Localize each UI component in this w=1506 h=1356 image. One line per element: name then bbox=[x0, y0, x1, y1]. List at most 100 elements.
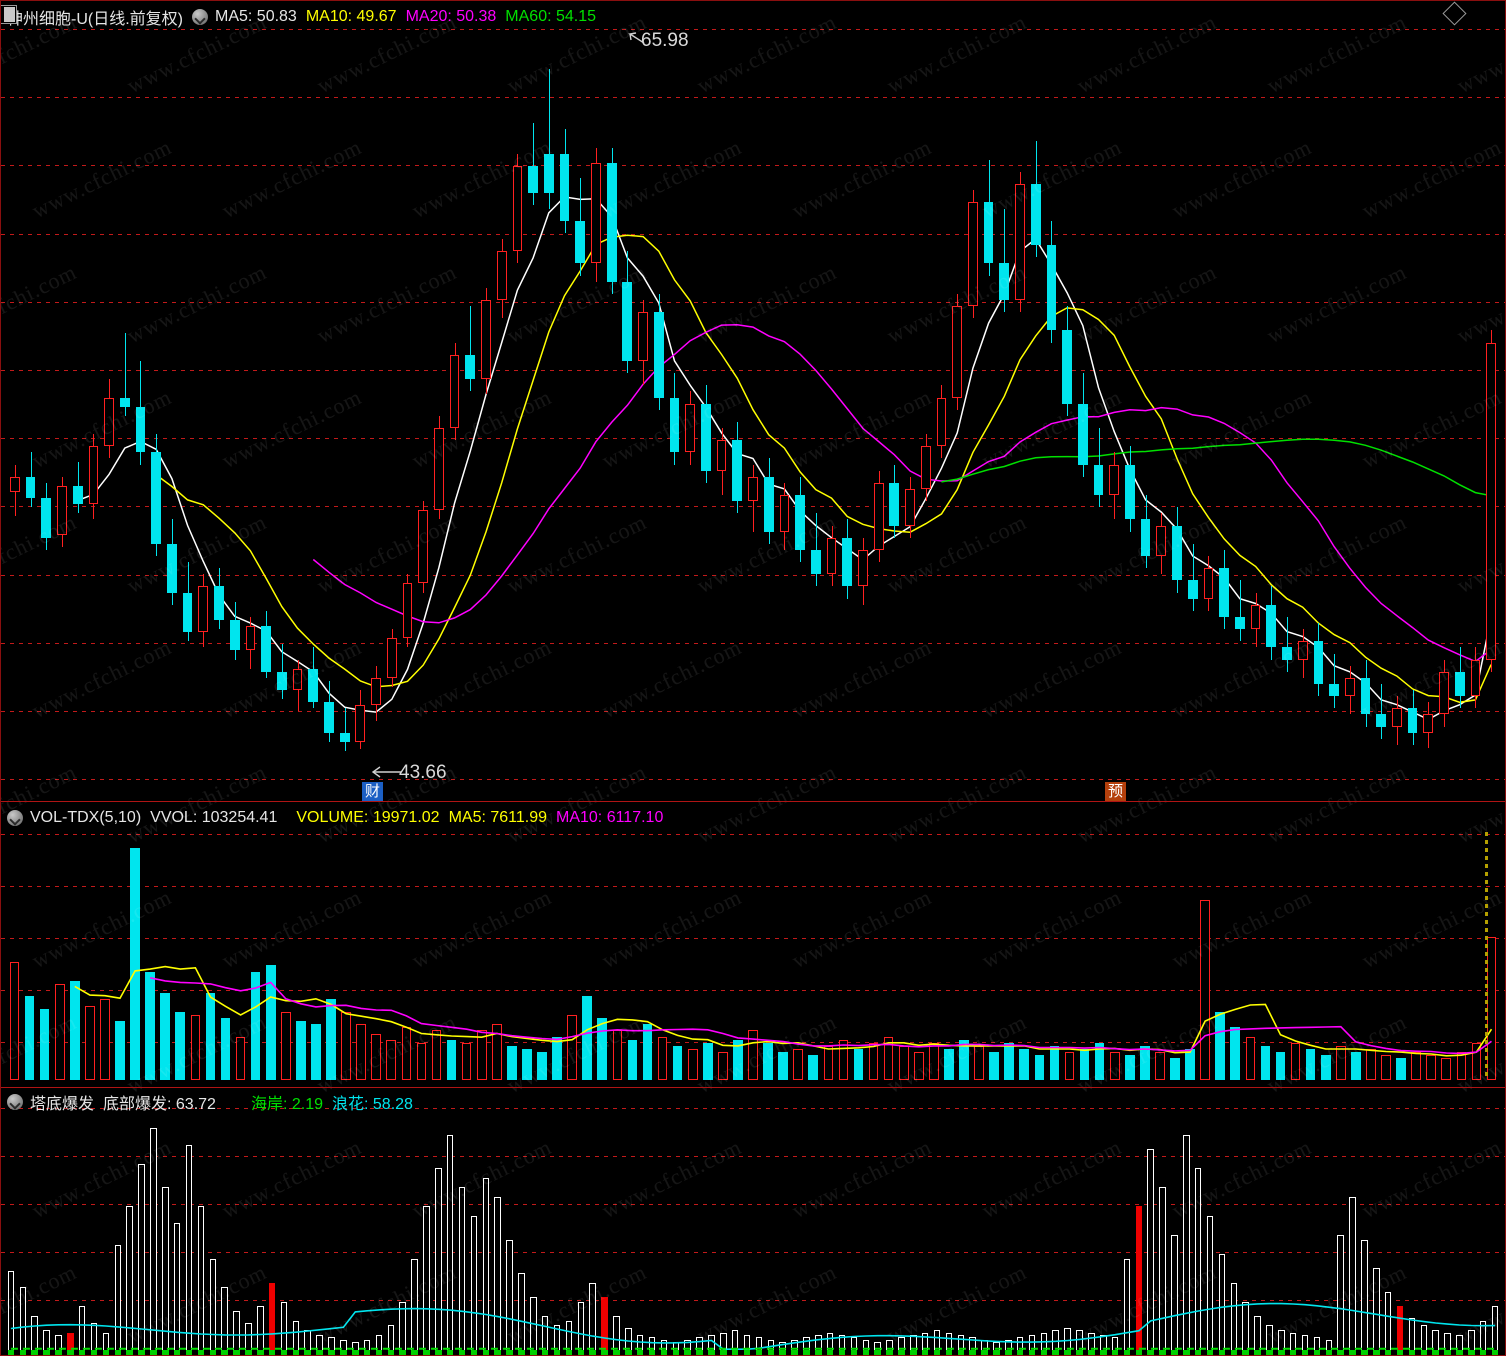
coast-dash bbox=[268, 1350, 276, 1355]
chevron-circle-icon[interactable] bbox=[7, 1094, 23, 1110]
coast-dash bbox=[1337, 1350, 1344, 1355]
coast-dash bbox=[78, 1350, 86, 1355]
volume-bar bbox=[1305, 1049, 1316, 1080]
coast-dash bbox=[720, 1350, 727, 1355]
coast-dash bbox=[708, 1350, 715, 1355]
coast-dash bbox=[19, 1350, 27, 1355]
coast-dash bbox=[150, 1350, 157, 1355]
volume-bar bbox=[1049, 1045, 1060, 1080]
coast-dash bbox=[672, 1350, 680, 1355]
volume-panel: VOL-TDX(5,10) VVOL: 103254.41 VOLUME: 19… bbox=[1, 804, 1505, 1086]
coast-dash bbox=[423, 1350, 430, 1355]
volume-bar bbox=[190, 1014, 201, 1080]
gridline bbox=[1, 97, 1505, 99]
coast-dash bbox=[1456, 1350, 1463, 1355]
coast-dash bbox=[292, 1350, 300, 1355]
volume-bar bbox=[220, 1018, 231, 1080]
coast-dash bbox=[791, 1350, 798, 1355]
coast-dash bbox=[162, 1350, 169, 1355]
coast-dash bbox=[316, 1350, 323, 1355]
volume-bar bbox=[582, 996, 593, 1080]
volume-bar bbox=[250, 971, 261, 1080]
coast-dash bbox=[1349, 1350, 1356, 1355]
coast-dash bbox=[803, 1350, 810, 1355]
coast-dash bbox=[838, 1350, 846, 1355]
candlestick-series bbox=[1, 2, 1505, 801]
volume-bar bbox=[341, 1011, 351, 1080]
volume-bar bbox=[326, 999, 336, 1080]
volume-bar bbox=[9, 962, 20, 1080]
volume-bar bbox=[1124, 1055, 1135, 1080]
coast-dash bbox=[1076, 1350, 1083, 1355]
volume-bar bbox=[793, 1049, 804, 1080]
coast-dash bbox=[399, 1350, 406, 1355]
volume-bar bbox=[989, 1052, 999, 1080]
volume-bar bbox=[687, 1049, 698, 1080]
coast-dash bbox=[1432, 1350, 1439, 1355]
coast-dash bbox=[233, 1350, 240, 1355]
coast-dash bbox=[1147, 1350, 1154, 1355]
volume-bar bbox=[296, 1021, 306, 1080]
volume-bar bbox=[507, 1045, 517, 1080]
volume-bar bbox=[1441, 1058, 1452, 1080]
volume-bar bbox=[748, 1030, 758, 1080]
volume-bar bbox=[1140, 1045, 1150, 1080]
gridline bbox=[1, 642, 1505, 644]
coast-dash bbox=[898, 1350, 905, 1355]
volume-bar bbox=[702, 1042, 713, 1080]
chevron-circle-icon[interactable] bbox=[192, 9, 208, 25]
price-panel: 神州细胞-U(日线.前复权) MA5: 50.83 MA10: 49.67 MA… bbox=[1, 2, 1505, 801]
coast-dash bbox=[921, 1350, 929, 1355]
coast-readout: 海岸: 2.19 bbox=[250, 1096, 323, 1113]
volume-bar bbox=[1064, 1052, 1075, 1080]
ma10-readout: MA10: 49.67 bbox=[305, 8, 397, 25]
coast-dash bbox=[767, 1350, 775, 1355]
coast-dash bbox=[1479, 1350, 1487, 1355]
coast-dash bbox=[1159, 1350, 1166, 1355]
coast-dash bbox=[1040, 1350, 1048, 1355]
indicator-plot-area[interactable] bbox=[1, 1088, 1505, 1355]
volume-bar bbox=[1335, 1045, 1346, 1080]
finance-badge[interactable]: 财 bbox=[362, 782, 384, 801]
coast-dash bbox=[55, 1350, 62, 1355]
volume-bar-series bbox=[1, 804, 1505, 1086]
volume-bar bbox=[1260, 1045, 1271, 1080]
forecast-badge[interactable]: 预 bbox=[1105, 782, 1127, 801]
volume-bar bbox=[356, 1024, 366, 1080]
volume-bar bbox=[461, 1042, 472, 1080]
gridline bbox=[1, 1108, 1505, 1109]
coast-dash bbox=[1028, 1350, 1036, 1355]
volume-bar bbox=[24, 996, 35, 1080]
volume-bar bbox=[672, 1045, 683, 1080]
coast-dash bbox=[1088, 1350, 1095, 1355]
ma5-readout: MA5: 50.83 bbox=[215, 8, 297, 25]
volume-bar bbox=[311, 1024, 321, 1080]
volume-bar bbox=[491, 1024, 502, 1080]
volume-bar bbox=[1170, 1058, 1180, 1080]
volume-bar bbox=[1290, 1042, 1301, 1080]
gridline bbox=[1, 233, 1505, 235]
volume-bar bbox=[883, 1036, 894, 1080]
volume-bar bbox=[808, 1055, 819, 1080]
volume-bar bbox=[69, 980, 80, 1080]
chevron-circle-icon[interactable] bbox=[7, 810, 23, 826]
volume-bar bbox=[1215, 1011, 1225, 1080]
coast-dash bbox=[1491, 1350, 1499, 1355]
ma60-readout: MA60: 54.15 bbox=[505, 8, 597, 25]
volume-panel-title: VOL-TDX(5,10) bbox=[30, 809, 142, 826]
low-price-label: 43.66 bbox=[399, 762, 447, 783]
coast-dash bbox=[815, 1350, 822, 1355]
gridline bbox=[1, 29, 1505, 30]
ma20-readout: MA20: 50.38 bbox=[405, 8, 497, 25]
coast-dash bbox=[1373, 1350, 1380, 1355]
coast-dash bbox=[826, 1350, 834, 1355]
coast-dash bbox=[506, 1350, 513, 1355]
split-panel-icon[interactable] bbox=[1, 5, 17, 24]
coast-dash bbox=[886, 1350, 893, 1355]
gridline bbox=[1, 779, 1505, 781]
coast-dash bbox=[257, 1350, 264, 1355]
coast-dash bbox=[245, 1350, 252, 1355]
volume-bar bbox=[944, 1049, 954, 1080]
coast-dash bbox=[1005, 1350, 1012, 1355]
